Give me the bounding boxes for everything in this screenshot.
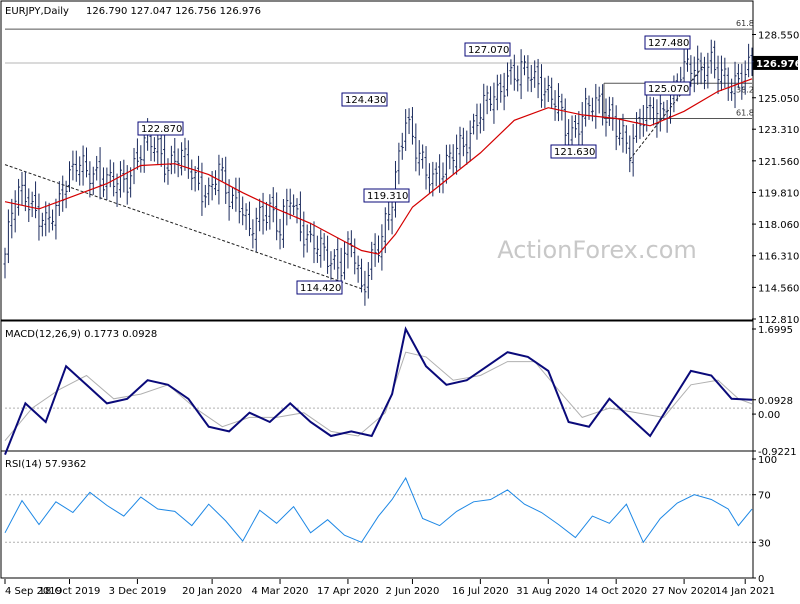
annotation-label: 127.070 — [468, 45, 509, 56]
annotation-box — [341, 92, 388, 107]
macd-panel-frame — [0, 320, 754, 452]
x-axis-tick-label: 20 Jan 2020 — [182, 586, 242, 597]
trend-line — [4, 164, 366, 291]
rsi-panel-frame — [0, 450, 754, 579]
price-ytick-label: 121.560 — [758, 157, 799, 168]
rsi-ytick-label: 30 — [758, 538, 771, 549]
fib-label: 61.8 — [736, 109, 754, 118]
annotation-box — [644, 35, 691, 50]
annotation-box — [550, 144, 597, 159]
price-header-symbol: EURJPY,Daily — [5, 6, 69, 17]
moving-average-line — [4, 78, 753, 255]
x-axis-tick-label: 31 Aug 2020 — [516, 586, 580, 597]
fib-label: 61.8 — [736, 19, 754, 28]
x-axis-tick-label: 4 Mar 2020 — [252, 586, 309, 597]
price-ytick-label: 119.810 — [758, 188, 799, 199]
price-ytick-label: 128.550 — [758, 30, 799, 41]
rsi-ytick-label: 70 — [758, 491, 771, 502]
annotation-label: 121.630 — [554, 147, 595, 158]
price-panel-frame — [0, 0, 754, 321]
annotation-box — [137, 121, 184, 136]
price-header-ohlc: 126.790 127.047 126.756 126.976 — [86, 6, 261, 17]
macd-header: MACD(12,26,9) 0.1773 0.0928 — [5, 329, 157, 340]
x-axis-tick-label: 14 Oct 2020 — [585, 586, 647, 597]
x-axis-tick-label: 4 Sep 2019 — [5, 586, 62, 597]
rsi-line — [4, 476, 753, 544]
x-axis-tick-label: 18 Oct 2019 — [39, 586, 101, 597]
x-axis-tick-label: 2 Jun 2020 — [386, 586, 440, 597]
macd-ytick-label: 0.00 — [758, 410, 780, 421]
annotation-box — [363, 188, 410, 203]
price-ytick-label: 123.310 — [758, 125, 799, 136]
annotation-label: 119.310 — [367, 191, 408, 202]
watermark: ActionForex.com — [497, 236, 697, 264]
annotation-label: 125.070 — [648, 84, 689, 95]
price-ytick-label: 125.050 — [758, 94, 799, 105]
macd-line — [4, 326, 753, 455]
macd-ytick-label: 0.0928 — [758, 396, 793, 407]
x-axis-tick-label: 27 Nov 2020 — [652, 586, 716, 597]
current-price-tag — [753, 55, 798, 70]
current-price-label: 126.976 — [756, 59, 800, 70]
x-axis-tick-label: 3 Dec 2019 — [109, 586, 167, 597]
price-ytick-label: 114.560 — [758, 283, 799, 294]
rsi-header: RSI(14) 57.9362 — [5, 459, 86, 470]
annotation-box — [644, 81, 691, 96]
price-ytick-label: 118.060 — [758, 220, 799, 231]
x-axis-tick-label: 17 Apr 2020 — [317, 586, 379, 597]
macd-ytick-label: 1.6995 — [758, 325, 793, 336]
rsi-ytick-label: 0 — [758, 574, 764, 585]
rsi-ytick-label: 100 — [758, 455, 777, 466]
annotation-label: 122.870 — [141, 124, 182, 135]
price-ytick-label: 116.310 — [758, 252, 799, 263]
annotation-label: 124.430 — [345, 95, 386, 106]
x-axis-tick-label: 16 Jul 2020 — [452, 586, 509, 597]
annotation-box — [296, 280, 343, 295]
price-ytick-label: 112.810 — [758, 315, 799, 326]
annotation-label: 114.420 — [300, 283, 341, 294]
macd-ytick-label: -0.9221 — [758, 447, 797, 458]
annotation-box — [464, 42, 511, 57]
annotation-label: 127.480 — [648, 38, 689, 49]
x-axis-tick-label: 14 Jan 2021 — [715, 586, 775, 597]
